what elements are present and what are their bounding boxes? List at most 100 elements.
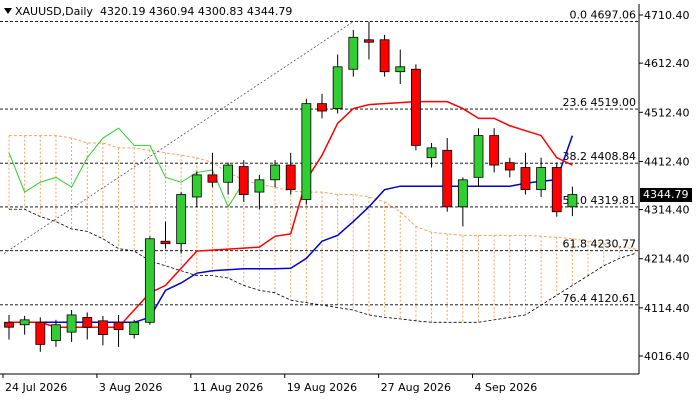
chikou-span-line: [8, 127, 245, 208]
candle: [551, 162, 562, 217]
ohlc-values: 4320.19 4360.94 4300.83 4344.79: [99, 5, 293, 18]
time-axis: 24 Jul 2026 3 Aug 2026 11 Aug 2026 19 Aug 2…: [2, 374, 538, 394]
bull-candle-body: [426, 147, 437, 159]
candle: [160, 221, 171, 249]
bull-candle-body: [536, 167, 546, 191]
time-tick-label: 11 Aug 2026: [193, 381, 263, 394]
candle: [144, 236, 155, 325]
bear-candle-body: [551, 167, 562, 213]
price-axis: 4710.40 4612.40 4512.40 4412.40 4314.40 4214.…: [639, 9, 690, 363]
candle: [410, 64, 421, 151]
bear-candle-body: [35, 321, 46, 345]
fib-level-label: 61.8 4230.77: [563, 238, 636, 251]
collapse-arrow-icon[interactable]: [4, 8, 12, 14]
bull-candle-body: [395, 66, 406, 73]
candle: [66, 310, 77, 342]
candle: [379, 34, 390, 77]
bull-candle-body: [457, 179, 468, 208]
bull-candle-body: [176, 194, 187, 245]
bear-candle-body: [160, 240, 171, 245]
candles: [4, 21, 578, 352]
candle: [473, 128, 484, 188]
senkou-span-a: [9, 135, 636, 250]
candle: [489, 128, 500, 173]
candle: [364, 21, 374, 60]
bull-candle-body: [348, 36, 359, 70]
candle: [426, 142, 437, 168]
bull-candle-body: [332, 66, 343, 109]
fib-level-label: 23.6 4519.00: [563, 96, 636, 109]
price-tick-label: 4214.40: [644, 253, 690, 266]
candle: [223, 162, 234, 195]
candle: [19, 315, 30, 335]
bull-candle-body: [254, 179, 265, 193]
candle: [238, 160, 249, 202]
price-tick-label: 4710.40: [644, 9, 690, 22]
bear-candle-body: [520, 167, 531, 191]
bull-candle-body: [301, 103, 312, 200]
candle: [301, 98, 312, 205]
bear-candle-body: [489, 135, 500, 166]
bear-candle-body: [317, 103, 327, 112]
candle: [504, 157, 515, 178]
candle: [4, 314, 14, 340]
current-price-label: 4344.79: [640, 187, 692, 202]
bull-candle-body: [223, 164, 234, 183]
bull-candle-body: [144, 238, 155, 323]
bear-candle-body: [4, 321, 14, 328]
fibonacci-levels: 0.0 4697.06 23.6 4519.00 38.2 4408.84 50.0 …: [0, 9, 639, 306]
candle: [51, 319, 61, 347]
candle: [82, 312, 93, 340]
symbol-label: XAUUSD,Daily: [15, 5, 93, 18]
fib-level-label: 76.4 4120.61: [563, 292, 636, 305]
bear-candle-body: [238, 166, 249, 195]
bear-candle-body: [379, 39, 390, 73]
price-tick-label: 4512.40: [644, 106, 690, 119]
bear-candle-body: [98, 320, 108, 335]
candle: [35, 317, 46, 352]
candle: [113, 314, 124, 347]
candle: [317, 93, 327, 119]
price-tick-label: 4612.40: [644, 57, 690, 70]
bull-candle-body: [51, 324, 61, 341]
candle: [457, 177, 468, 227]
bull-candle-body: [473, 135, 484, 178]
bear-candle-body: [82, 316, 93, 328]
candle: [395, 49, 406, 84]
bear-candle-body: [113, 321, 124, 331]
time-tick-label: 24 Jul 2026: [5, 381, 67, 394]
fib-trend-line: [3, 21, 354, 254]
candle: [567, 186, 578, 217]
candle: [285, 152, 296, 195]
bear-candle-body: [364, 39, 374, 43]
candle: [270, 160, 280, 188]
chart-frame: [0, 4, 640, 375]
trend-line: [3, 21, 354, 254]
bear-candle-body: [285, 164, 296, 191]
fib-level-label: 38.2 4408.84: [563, 150, 636, 163]
fib-level-label: 0.0 4697.06: [570, 9, 636, 22]
bull-candle-body: [66, 314, 77, 333]
time-tick-label: 27 Aug 2026: [381, 381, 451, 394]
bull-candle-body: [129, 321, 140, 335]
bull-candle-body: [270, 164, 280, 181]
candle: [129, 319, 140, 339]
bull-candle-body: [191, 174, 202, 198]
bull-candle-body: [567, 194, 578, 208]
ichimoku-lines: [8, 100, 574, 328]
candle: [442, 138, 453, 212]
price-tick-label: 4314.40: [644, 204, 690, 217]
chart-header: XAUUSD,Daily 4320.19 4360.94 4300.83 434…: [4, 5, 292, 19]
bear-candle-body: [410, 68, 421, 146]
candle: [332, 54, 343, 114]
candle: [254, 174, 265, 210]
bear-candle-body: [442, 149, 453, 208]
time-tick-label: 4 Sep 2026: [475, 381, 538, 394]
candle: [98, 315, 108, 346]
bear-candle-body: [504, 162, 515, 171]
fib-level-label: 50.0 4319.81: [563, 194, 636, 207]
candle: [520, 152, 531, 195]
price-tick-label: 4114.40: [644, 302, 690, 315]
